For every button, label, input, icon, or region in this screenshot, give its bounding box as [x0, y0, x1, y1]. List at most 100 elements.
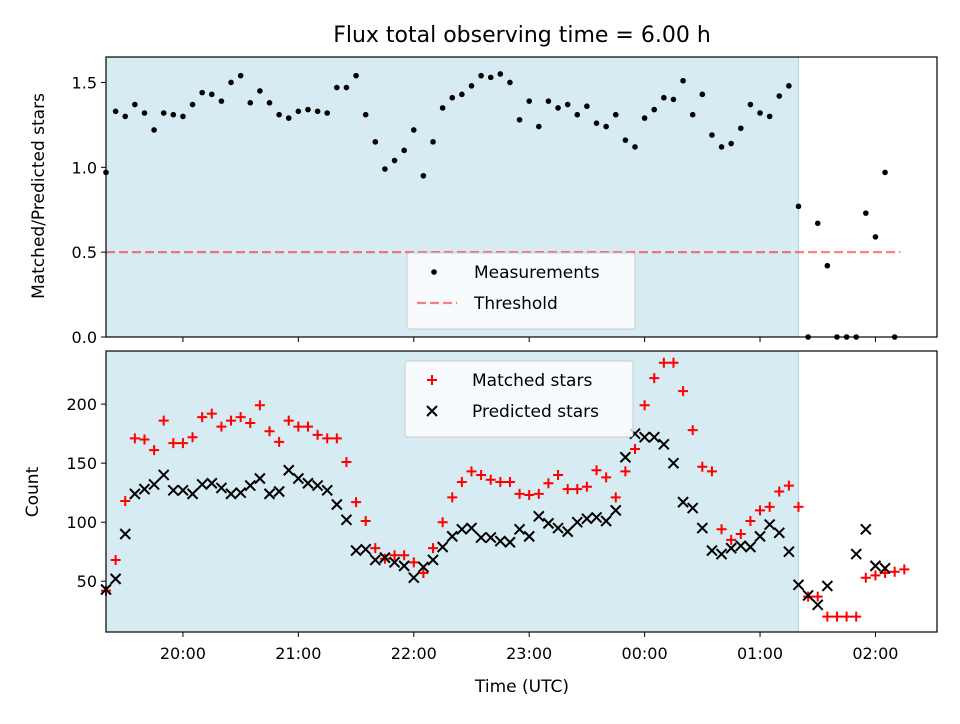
data-point — [716, 524, 727, 535]
data-point — [274, 436, 285, 447]
data-point — [149, 445, 160, 456]
data-point — [263, 488, 276, 500]
data-point — [590, 511, 603, 524]
data-point — [148, 478, 160, 491]
data-point — [476, 469, 487, 480]
data-point — [167, 484, 180, 497]
data-point — [766, 113, 773, 120]
data-point — [584, 103, 590, 110]
data-point — [382, 166, 388, 172]
data-point — [649, 373, 660, 384]
data-point — [369, 554, 382, 566]
data-point — [436, 541, 449, 553]
data-point — [362, 111, 369, 118]
data-point — [417, 561, 430, 573]
data-point — [215, 482, 228, 494]
y-tick-label: 1.0 — [72, 158, 97, 177]
data-point — [612, 111, 619, 118]
data-point — [677, 496, 689, 508]
x-tick-label: 02:00 — [852, 644, 898, 663]
data-point — [553, 469, 564, 480]
data-point — [574, 111, 581, 118]
y-axis-label-ratio: Matched/Predicted stars — [29, 93, 49, 299]
data-point — [793, 501, 804, 512]
data-point — [755, 505, 766, 516]
data-point — [706, 466, 717, 477]
data-point — [495, 477, 506, 488]
data-point — [295, 108, 302, 115]
data-point — [497, 71, 504, 77]
data-point — [863, 210, 869, 216]
data-point — [709, 132, 715, 138]
data-point — [552, 522, 564, 534]
data-point — [783, 480, 794, 491]
data-point — [180, 113, 186, 120]
data-point — [869, 560, 882, 572]
data-point — [533, 488, 544, 499]
data-point — [247, 100, 254, 106]
data-point — [459, 91, 465, 98]
data-point — [715, 548, 728, 560]
data-point — [600, 515, 612, 527]
data-point — [687, 425, 698, 436]
data-point — [610, 504, 622, 517]
data-point — [225, 488, 237, 500]
data-point — [302, 421, 313, 432]
data-point — [485, 531, 497, 544]
data-point — [726, 534, 737, 545]
data-point — [697, 461, 708, 472]
data-point — [872, 234, 879, 240]
data-point — [504, 536, 516, 548]
data-point — [651, 106, 658, 113]
data-point — [273, 485, 285, 498]
x-tick-label: 23:00 — [506, 644, 552, 663]
data-point — [430, 139, 436, 145]
series-dot — [103, 71, 898, 340]
data-point — [447, 492, 458, 503]
y-tick-label: 150 — [66, 454, 97, 473]
data-point — [379, 551, 391, 564]
legend: Matched stars Predicted stars — [404, 360, 634, 438]
data-point — [264, 426, 275, 437]
data-point — [545, 98, 552, 104]
data-point — [735, 529, 746, 540]
data-point — [601, 472, 612, 483]
data-point — [216, 421, 227, 432]
data-point — [398, 560, 410, 572]
data-point — [686, 502, 699, 514]
data-point — [456, 477, 467, 488]
data-point — [718, 144, 725, 150]
data-point — [372, 139, 379, 145]
data-point — [139, 434, 150, 445]
data-point — [670, 96, 677, 103]
data-point — [439, 105, 446, 111]
data-point — [129, 433, 140, 444]
data-point — [283, 464, 295, 476]
data-point — [334, 84, 340, 91]
data-point — [158, 415, 169, 426]
data-point — [187, 432, 198, 443]
data-point — [305, 106, 311, 113]
series-x — [100, 427, 891, 611]
data-point — [197, 412, 208, 423]
data-point — [879, 562, 891, 574]
legend: Measurements Threshold — [406, 252, 636, 330]
y-tick-label: 100 — [66, 513, 97, 532]
data-point — [850, 548, 862, 560]
data-point — [196, 478, 208, 491]
chart-title: Flux total observing time = 6.00 h — [333, 23, 711, 48]
data-point — [667, 457, 680, 469]
data-point — [218, 98, 225, 104]
data-point — [542, 517, 555, 530]
data-point — [899, 564, 910, 575]
data-point — [350, 544, 362, 557]
y-tick-label: 0.5 — [72, 243, 97, 262]
data-point — [581, 512, 593, 525]
data-point — [889, 566, 900, 577]
data-point — [661, 94, 667, 101]
data-point — [226, 415, 237, 426]
data-point — [351, 497, 362, 508]
data-point — [177, 484, 189, 497]
